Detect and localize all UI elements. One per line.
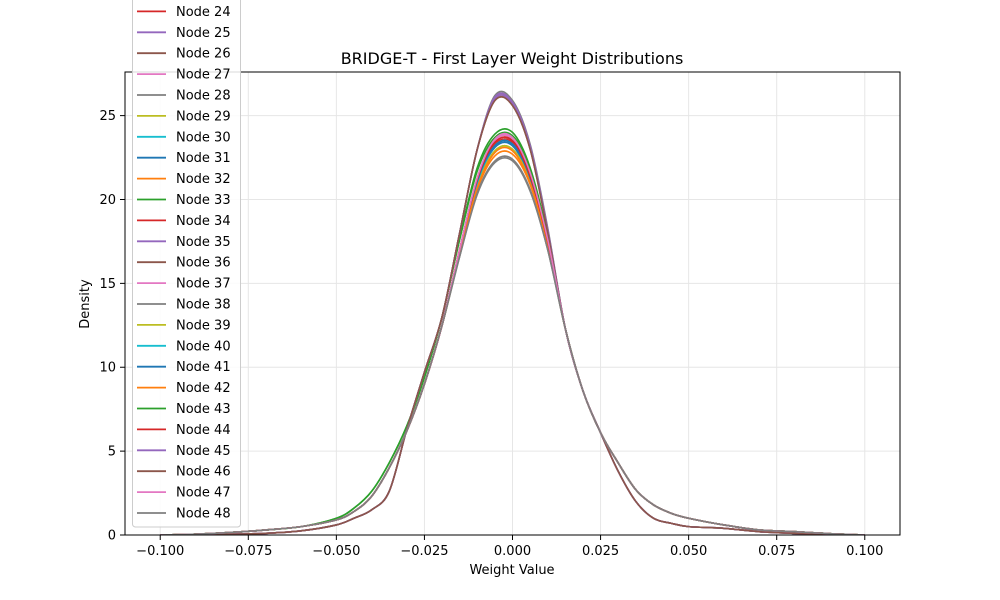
legend-entry: Node 40 xyxy=(137,339,231,354)
legend-entry: Node 38 xyxy=(137,298,231,313)
legend-label: Node 24 xyxy=(176,5,231,20)
legend-entry: Node 31 xyxy=(137,151,231,166)
legend-label: Node 25 xyxy=(176,26,231,41)
legend-label: Node 37 xyxy=(176,277,231,292)
legend-entry: Node 34 xyxy=(137,214,231,229)
legend-entry: Node 27 xyxy=(137,68,231,83)
legend-entry: Node 43 xyxy=(137,402,231,417)
legend-entry: Node 25 xyxy=(137,26,231,41)
x-axis-label: Weight Value xyxy=(469,563,554,578)
chart-title: BRIDGE-T - First Layer Weight Distributi… xyxy=(341,49,684,68)
x-tick-label: −0.050 xyxy=(312,544,360,559)
legend-label: Node 32 xyxy=(176,172,231,187)
legend-entry: Node 37 xyxy=(137,277,231,292)
legend-label: Node 26 xyxy=(176,47,231,62)
legend-label: Node 34 xyxy=(176,214,231,229)
legend-entry: Node 33 xyxy=(137,193,231,208)
legend-label: Node 42 xyxy=(176,381,231,396)
legend-label: Node 38 xyxy=(176,298,231,313)
legend-label: Node 29 xyxy=(176,109,231,124)
x-tick-label: 0.000 xyxy=(494,544,531,559)
series-line-node-46 xyxy=(160,95,865,535)
x-tick-label: −0.075 xyxy=(224,544,272,559)
legend-entry: Node 30 xyxy=(137,130,231,145)
legend-entry: Node 45 xyxy=(137,444,231,459)
x-tick-label: −0.025 xyxy=(400,544,448,559)
legend-box xyxy=(132,0,241,528)
y-tick-label: 20 xyxy=(99,193,116,208)
x-axis: −0.100 −0.075 −0.050 −0.025 0.000 0.025 0.050 0… xyxy=(136,535,883,559)
x-tick-label: 0.025 xyxy=(582,544,619,559)
y-tick-label: 25 xyxy=(99,109,116,124)
x-tick-label: −0.100 xyxy=(136,544,184,559)
legend-entry: Node 29 xyxy=(137,109,231,124)
legend-label: Node 44 xyxy=(176,423,231,438)
legend-entry: Node 36 xyxy=(137,256,231,271)
y-axis-label: Density xyxy=(78,279,93,329)
legend-entry: Node 28 xyxy=(137,89,231,104)
legend: Node 24 Node 25 Node 26 Node 27 Node 28 Node … xyxy=(132,0,241,528)
legend-entry: Node 47 xyxy=(137,486,231,501)
legend-entry: Node 39 xyxy=(137,318,231,333)
legend-entry: Node 26 xyxy=(137,47,231,62)
density-curves xyxy=(160,90,865,535)
legend-label: Node 47 xyxy=(176,486,231,501)
legend-label: Node 36 xyxy=(176,256,231,271)
y-tick-label: 5 xyxy=(108,445,116,460)
legend-label: Node 41 xyxy=(176,360,231,375)
legend-entry: Node 41 xyxy=(137,360,231,375)
legend-label: Node 27 xyxy=(176,68,231,83)
legend-label: Node 30 xyxy=(176,130,231,145)
x-tick-label: 0.050 xyxy=(670,544,707,559)
legend-label: Node 48 xyxy=(176,507,231,522)
x-tick-label: 0.100 xyxy=(846,544,883,559)
legend-label: Node 40 xyxy=(176,339,231,354)
legend-label: Node 43 xyxy=(176,402,231,417)
legend-label: Node 28 xyxy=(176,89,231,104)
legend-label: Node 39 xyxy=(176,318,231,333)
legend-entry: Node 42 xyxy=(137,381,231,396)
legend-label: Node 46 xyxy=(176,465,231,480)
legend-label: Node 33 xyxy=(176,193,231,208)
x-tick-label: 0.075 xyxy=(758,544,795,559)
series-line-node-48 xyxy=(160,157,865,535)
legend-entry: Node 32 xyxy=(137,172,231,187)
legend-label: Node 35 xyxy=(176,235,231,250)
y-tick-label: 10 xyxy=(99,361,116,376)
legend-entry: Node 48 xyxy=(137,507,231,522)
legend-entry: Node 46 xyxy=(137,465,231,480)
legend-entry: Node 24 xyxy=(137,5,231,20)
y-tick-label: 0 xyxy=(108,529,116,544)
legend-entry: Node 35 xyxy=(137,235,231,250)
y-axis: 0 5 10 15 20 25 xyxy=(99,109,125,544)
legend-label: Node 31 xyxy=(176,151,231,166)
legend-entry: Node 44 xyxy=(137,423,231,438)
y-tick-label: 15 xyxy=(99,277,116,292)
legend-label: Node 45 xyxy=(176,444,231,459)
